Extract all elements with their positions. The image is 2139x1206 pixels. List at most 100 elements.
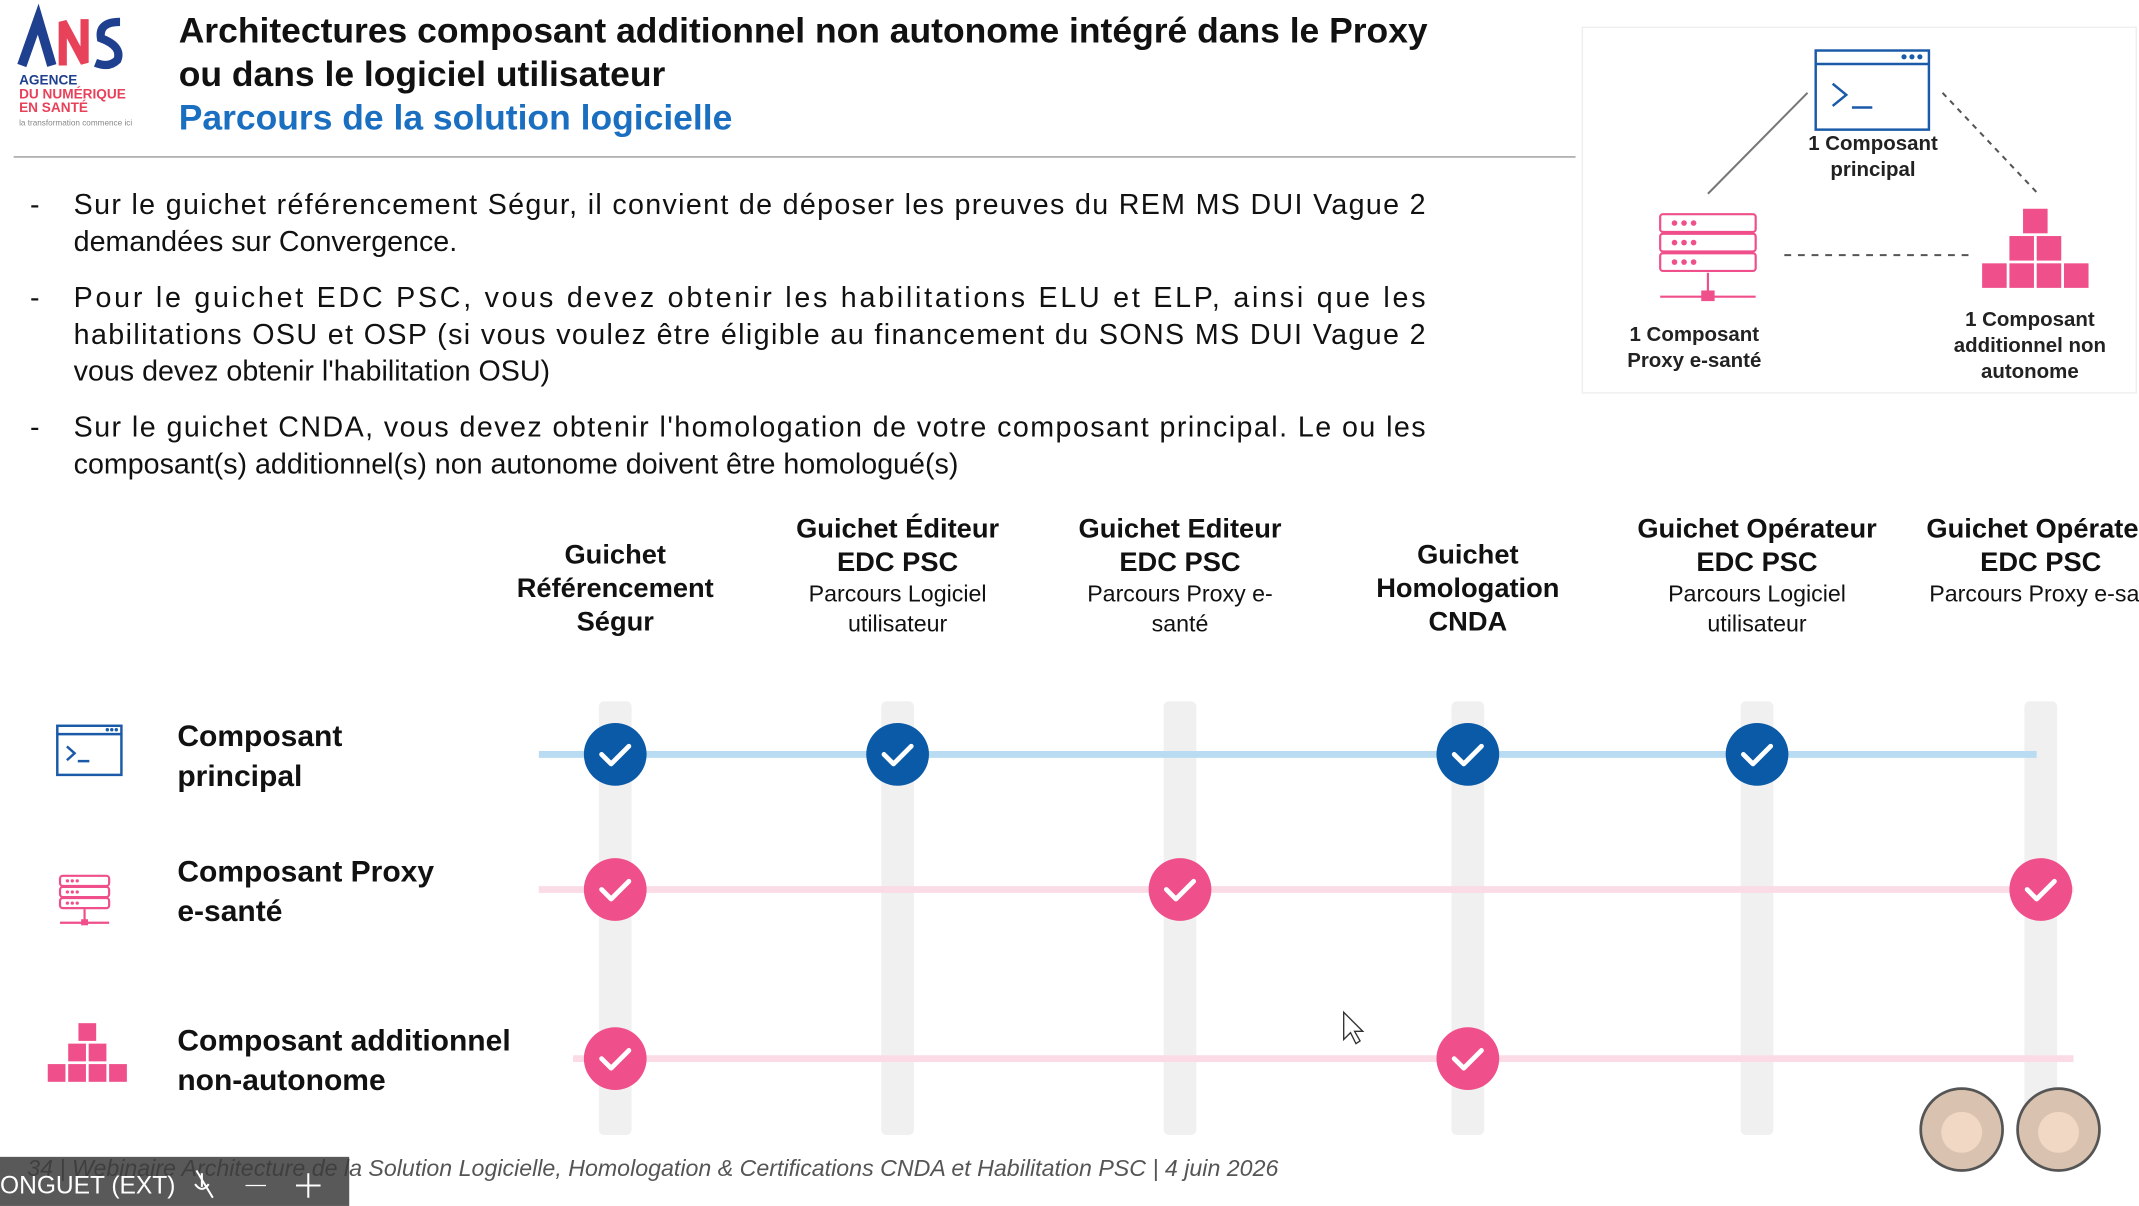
box <box>2036 236 2062 261</box>
column-title: EDC PSC <box>1980 546 2101 577</box>
column-title: Référencement <box>517 572 714 603</box>
check-circle <box>583 723 647 786</box>
server-unit <box>58 896 111 910</box>
diagram-label: principal <box>1830 158 1915 181</box>
logo-a <box>17 3 57 68</box>
box <box>2009 263 2034 288</box>
check-mark <box>1741 743 1774 767</box>
logo-text: DU NUMÉRIQUE <box>19 86 126 101</box>
box <box>109 1064 127 1082</box>
diagram-label: autonome <box>1981 360 2079 383</box>
box <box>78 1023 97 1041</box>
server-dot <box>1671 239 1678 246</box>
server-dot <box>1671 220 1678 226</box>
server-dot <box>75 890 79 894</box>
column-subtitle: Parcours Logiciel <box>809 581 987 607</box>
check-mark <box>1451 1048 1484 1071</box>
bullet-text: Pour le guichet EDC PSC, vous devez obte… <box>74 282 1426 314</box>
check <box>866 723 929 786</box>
cursor <box>1343 1010 1365 1045</box>
server-unit <box>1659 252 1757 273</box>
column-title: Guichet Opérateu <box>1926 513 2139 544</box>
bullet-text: composant(s) additionnel(s) non autonome… <box>74 448 959 480</box>
check-circle <box>2009 858 2073 921</box>
diagram-link <box>1707 92 1809 195</box>
check <box>583 1027 647 1091</box>
logo <box>17 3 123 70</box>
column-subtitle: Parcours Logiciel <box>1668 581 1846 607</box>
bullet-text: vous devez obtenir l'habilitation OSU) <box>74 356 550 388</box>
logo-text: EN SANTÉ <box>19 100 88 115</box>
check-mark <box>2024 878 2057 902</box>
column-title: Guichet Editeur <box>1078 513 1281 544</box>
row-label: e-santé <box>177 895 282 928</box>
window-dot <box>1917 54 1923 60</box>
column-subtitle: Parcours Proxy e- <box>1087 581 1273 607</box>
server-dot <box>1690 220 1697 226</box>
box <box>2009 236 2034 261</box>
server-dot <box>1690 239 1697 246</box>
prompt <box>1831 82 1873 109</box>
check-circle <box>583 858 647 921</box>
column-subtitle: utilisateur <box>848 611 948 637</box>
check-mark <box>1163 878 1197 902</box>
check <box>2009 858 2073 921</box>
box <box>88 1064 107 1082</box>
title: ou dans le logiciel utilisateur <box>179 54 666 94</box>
box <box>1982 263 2007 288</box>
server-dot <box>70 879 74 883</box>
box <box>88 1043 107 1062</box>
server-unit <box>1659 232 1757 253</box>
column-subtitle: santé <box>1152 611 1209 637</box>
bullet-text: demandées sur Convergence. <box>74 226 458 258</box>
server-dot <box>65 890 70 894</box>
box <box>47 1064 66 1082</box>
column-title: Guichet <box>564 538 666 569</box>
check-mark <box>599 878 632 902</box>
diagram-label: 1 Composant <box>1808 132 1938 155</box>
check-circle <box>1436 723 1500 786</box>
row-label: Composant Proxy <box>177 855 434 888</box>
column-subtitle: Parcours Proxy e-san <box>1929 581 2139 607</box>
architecture-diagram <box>1581 26 2137 394</box>
column-title: CNDA <box>1428 605 1507 636</box>
window-dot <box>114 728 118 732</box>
row-label: Composant additionnel <box>177 1024 510 1057</box>
diagram-label: additionnel non <box>1954 334 2106 357</box>
check <box>1436 723 1500 786</box>
subtitle: Parcours de la solution logicielle <box>179 98 733 138</box>
server-dot <box>70 901 74 905</box>
check-circle <box>1436 1027 1500 1091</box>
check <box>1148 858 1212 921</box>
window-dot <box>105 728 110 732</box>
bullet-text: habilitations OSU et OSP (si vous voulez… <box>74 319 1426 351</box>
bullet-dash: - <box>30 412 40 444</box>
server-dot <box>70 890 74 894</box>
window-dot <box>1901 54 1907 60</box>
avatar-face <box>1941 1111 1983 1153</box>
column-band <box>1451 701 1485 1136</box>
row-label: non-autonome <box>177 1064 385 1097</box>
avatar-face <box>2038 1111 2079 1153</box>
column-title: Guichet Opérateur <box>1637 513 1877 544</box>
window-dot <box>1909 54 1915 60</box>
server-node <box>1701 290 1715 302</box>
box <box>2063 263 2089 288</box>
row-label: Composant <box>177 720 342 753</box>
bullet-dash: - <box>30 189 40 221</box>
row-label: principal <box>177 760 302 793</box>
column-band <box>881 701 914 1136</box>
check <box>583 858 647 921</box>
window-icon <box>56 724 123 777</box>
check-circle <box>583 1027 647 1091</box>
box <box>68 1064 86 1082</box>
diagram-label: 1 Composant <box>1965 308 2095 331</box>
title: Architectures composant additionnel non … <box>179 10 1428 50</box>
column-title: Guichet <box>1417 538 1519 569</box>
box <box>2023 208 2048 234</box>
box <box>2036 263 2062 288</box>
server-dot <box>1681 220 1687 226</box>
diagram-link <box>1941 92 2039 195</box>
